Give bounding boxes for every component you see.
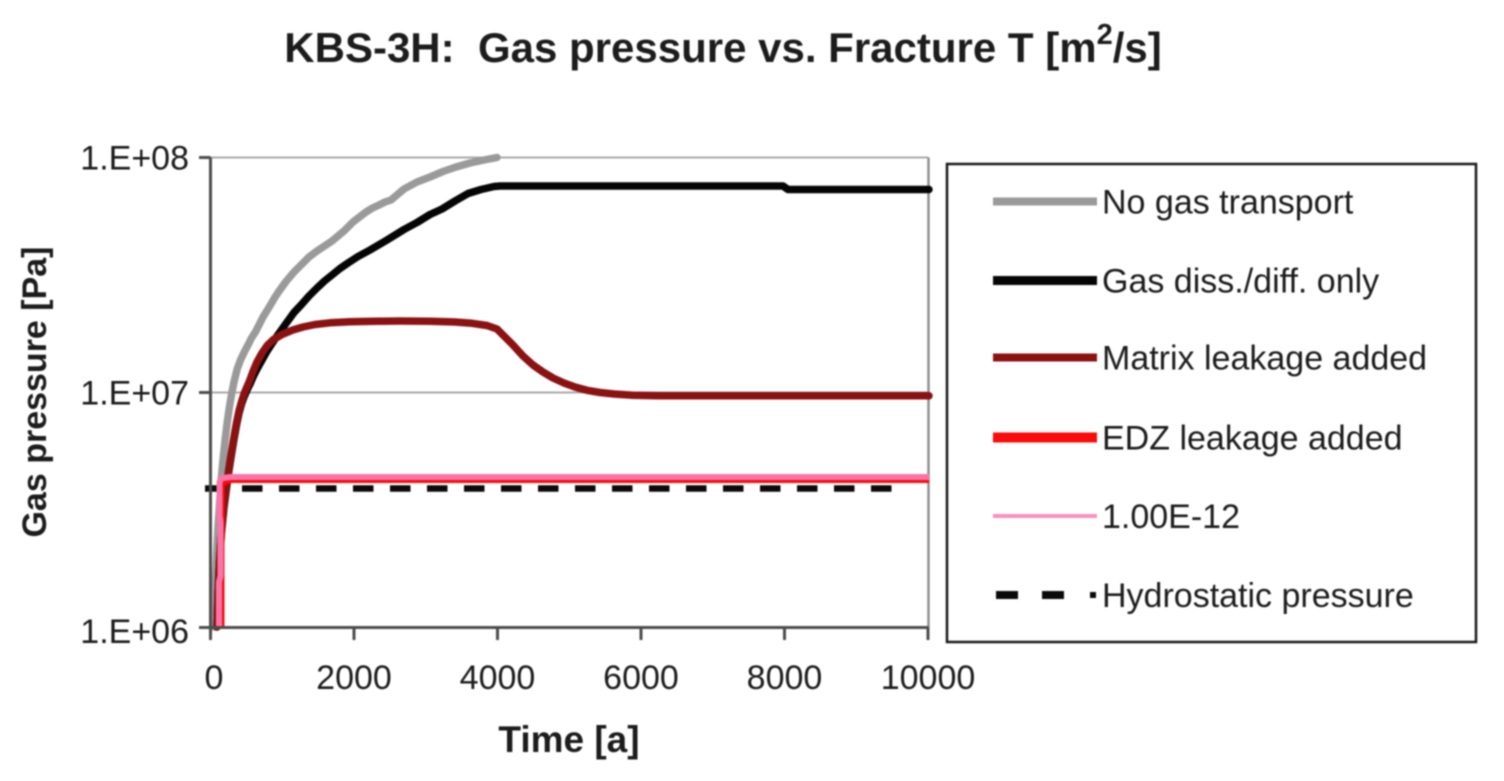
svg-text:Hydrostatic pressure: Hydrostatic pressure xyxy=(1102,577,1414,615)
svg-text:Gas diss./diff. only: Gas diss./diff. only xyxy=(1102,263,1379,301)
svg-text:4000: 4000 xyxy=(460,659,536,697)
svg-text:1.E+07: 1.E+07 xyxy=(80,375,189,413)
svg-text:No gas transport: No gas transport xyxy=(1102,184,1354,222)
svg-text:6000: 6000 xyxy=(603,659,679,697)
svg-text:1.E+06: 1.E+06 xyxy=(80,613,189,651)
svg-text:EDZ leakage added: EDZ leakage added xyxy=(1102,420,1403,458)
svg-text:Time [a]: Time [a] xyxy=(498,719,639,760)
svg-text:Matrix leakage added: Matrix leakage added xyxy=(1102,340,1427,378)
svg-text:1.E+08: 1.E+08 xyxy=(80,140,189,178)
svg-text:8000: 8000 xyxy=(747,659,823,697)
svg-text:Gas pressure [Pa]: Gas pressure [Pa] xyxy=(16,246,54,537)
svg-text:1.00E-12: 1.00E-12 xyxy=(1102,498,1240,536)
svg-text:0: 0 xyxy=(205,659,224,697)
svg-text:2000: 2000 xyxy=(316,659,392,697)
svg-text:KBS-3H: Gas pressure vs. Frac: KBS-3H: Gas pressure vs. Fracture T [m2/… xyxy=(284,19,1161,71)
svg-text:10000: 10000 xyxy=(881,659,976,697)
